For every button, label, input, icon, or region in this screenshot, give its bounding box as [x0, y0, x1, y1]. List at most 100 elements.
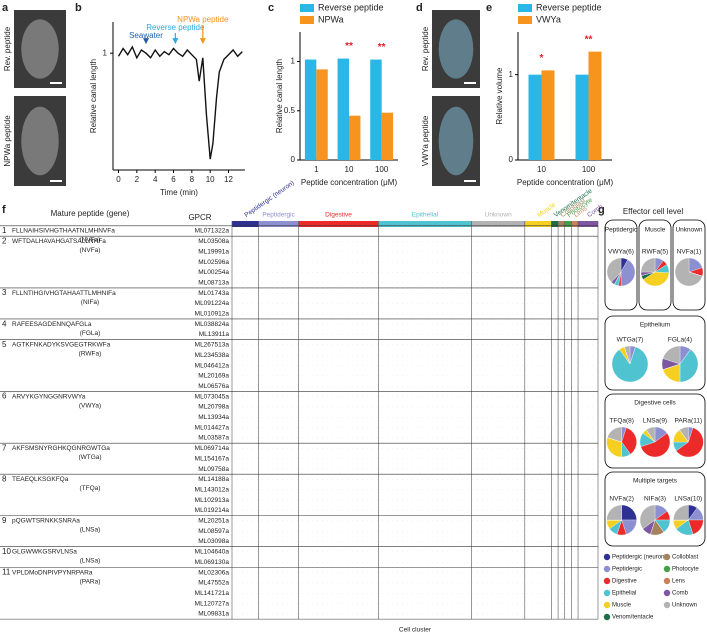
group-label: Multiple targets: [633, 478, 678, 485]
gpcr-label: ML01743a: [198, 290, 229, 297]
pie-title: NIFa(3): [644, 496, 666, 503]
y-tick-label: 1: [291, 57, 296, 66]
photo-label: NPWa peptide: [3, 115, 12, 167]
gpcr-label: ML03587a: [198, 435, 229, 442]
pie-slice: [621, 427, 637, 455]
gene-name: (NVFa): [80, 247, 101, 254]
gpcr-label: ML120727a: [195, 600, 230, 607]
column-header: GPCR: [188, 213, 211, 222]
x-tick-label: 1: [314, 165, 319, 174]
gene-name: (LNSa): [80, 527, 101, 534]
cell-type-label: Peptidergic: [262, 212, 295, 219]
gpcr-label: ML14188a: [198, 476, 229, 483]
bar: [381, 112, 394, 160]
gene-name: (NVFa): [80, 237, 101, 244]
gpcr-label: ML046412a: [195, 362, 230, 369]
gpcr-label: ML038824a: [195, 321, 230, 328]
y-axis-label: Relative canal length: [275, 59, 284, 133]
group-number: 2: [2, 236, 7, 245]
photo-animal: [21, 106, 59, 176]
legend-swatch: [663, 553, 671, 561]
legend-swatch: [300, 16, 314, 24]
legend-label: Peptidergic: [612, 567, 642, 573]
peptide-sequence: ARVYKGYNGGNRVWYa: [12, 393, 86, 400]
peptide-sequence: VPLDMoDNPIVPYNRPARa: [12, 569, 93, 576]
y-axis-label: Relative volume: [495, 67, 504, 124]
legend-swatch: [518, 4, 532, 12]
group-number: 11: [2, 568, 11, 577]
pie-slice: [606, 437, 622, 458]
group-number: 6: [2, 392, 7, 401]
legend-swatch: [603, 601, 611, 609]
gpcr-label: ML13911a: [199, 331, 230, 338]
y-axis-label: Relative canal length: [89, 59, 98, 133]
group-box: [638, 219, 672, 311]
gpcr-label: ML141721a: [195, 590, 230, 597]
group-label: Muscle: [645, 227, 666, 234]
significance: **: [345, 41, 353, 52]
legend-swatch: [300, 4, 314, 12]
bar: [304, 59, 317, 160]
legend-swatch: [663, 589, 671, 597]
column-header: Mature peptide (gene): [51, 209, 130, 218]
legend-label: Unknown: [672, 603, 697, 609]
panel-letter: b: [75, 2, 82, 14]
peptide-sequence: RAFEESAGDENNQAFGLa: [12, 321, 92, 328]
group-label: Peptidergic: [605, 227, 638, 234]
legend-label: Reverse peptide: [318, 2, 384, 12]
legend-label: Epithelial: [612, 591, 636, 597]
pie-title: LNSa(9): [643, 418, 667, 425]
legend-swatch: [603, 589, 611, 597]
annotation: Seawater: [129, 31, 163, 40]
gpcr-label: ML267513a: [195, 342, 230, 349]
legend-swatch: [663, 565, 671, 573]
panel-letter: a: [2, 2, 9, 14]
gene-name: (RWFa): [79, 351, 102, 358]
photo-animal: [438, 106, 474, 176]
gene-name: (VWYa): [79, 402, 101, 409]
significance: **: [585, 34, 593, 45]
gene-name: (WTGa): [78, 454, 101, 461]
pie-slice: [624, 345, 631, 365]
legend-label: Lens: [672, 579, 685, 585]
pie-slice: [675, 427, 704, 458]
pie-slice: [640, 432, 671, 458]
peptide-sequence: FLLNTIHGIVHGTAHAATTLMHNIFa: [12, 290, 116, 297]
group-box: [604, 471, 706, 547]
cell-type-bar: [232, 221, 259, 227]
bar: [349, 115, 361, 160]
pie-slice: [606, 257, 622, 283]
y-tick-label: 0.5: [284, 106, 296, 115]
gene-name: (TFQa): [80, 485, 101, 492]
gpcr-label: ML02306a: [198, 569, 229, 576]
pie-title: WTGa(7): [617, 337, 644, 344]
legend-label: Venom/tentacle: [612, 615, 654, 621]
gpcr-label: ML069130a: [195, 559, 230, 566]
gpcr-label: ML019214a: [195, 507, 230, 514]
cell-type-label: Digestive: [325, 212, 352, 219]
peptide-sequence: AKFSMSNYRGHKQGNRGWTGa: [12, 445, 110, 452]
x-tick-label: 8: [190, 175, 195, 184]
pie-title: LNSa(10): [674, 496, 702, 503]
group-label: Digestive cells: [634, 400, 676, 407]
gpcr-label: ML20798a: [198, 404, 229, 411]
arrow-head: [143, 38, 149, 45]
pie-slice: [621, 504, 637, 521]
pie-slice: [673, 504, 689, 521]
arrow-head: [199, 38, 206, 45]
pie-title: NVFa(1): [677, 249, 702, 256]
arrow-head: [172, 38, 179, 45]
bar: [541, 70, 555, 160]
gene-name: (NIFa): [81, 299, 99, 306]
group-label: Unknown: [675, 227, 702, 234]
photo-label: VWYa peptide: [421, 115, 430, 166]
legend-label: Colloblast: [672, 555, 699, 561]
pie-slice: [620, 259, 636, 287]
pie-slice: [639, 504, 656, 530]
peptide-sequence: TEAEQLKSGKFQa: [12, 476, 69, 483]
line: [117, 45, 243, 160]
x-tick-label: 10: [206, 175, 215, 184]
pie-title: FGLa(4): [668, 337, 692, 344]
legend-label: Comb: [672, 591, 689, 597]
y-tick-label: 0: [509, 155, 514, 164]
